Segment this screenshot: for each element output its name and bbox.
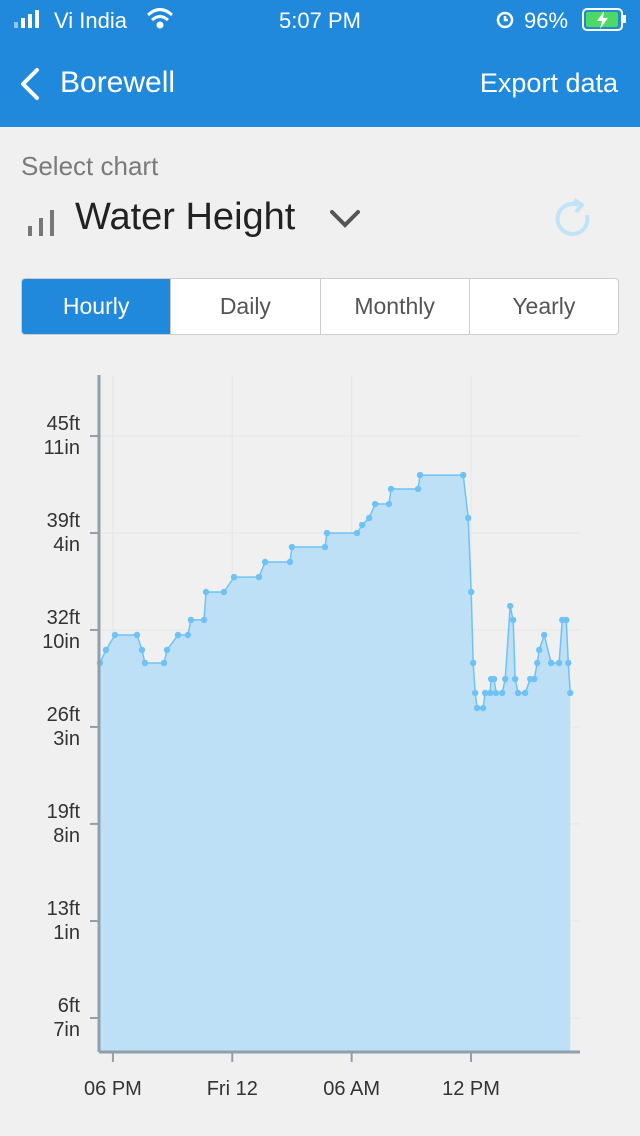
data-point [160, 659, 168, 667]
data-point [473, 704, 481, 712]
data-point [540, 631, 548, 639]
data-point [323, 529, 331, 537]
data-point [555, 659, 563, 667]
data-point [499, 689, 506, 697]
data-point [471, 689, 479, 697]
data-point [202, 588, 210, 596]
data-point [514, 689, 522, 697]
chart-select-icons [28, 198, 590, 236]
y-tick-label: 19ft 8in [46, 800, 80, 847]
data-point [486, 689, 494, 697]
battery-level: 96% [524, 8, 569, 33]
data-point [255, 573, 263, 581]
refresh-icon[interactable] [555, 198, 590, 236]
data-point [96, 659, 104, 667]
data-point [506, 602, 514, 610]
alarm-icon [496, 11, 514, 29]
top-bar: Vi India 5:07 PM 96% Borewell Export dat… [0, 0, 640, 127]
data-point [467, 588, 475, 596]
tab[interactable]: Hourly [22, 279, 171, 334]
data-point [286, 558, 294, 566]
y-tick-label: 13ft 1in [46, 898, 80, 945]
data-point [174, 631, 182, 639]
data-point [521, 689, 529, 697]
data-point [531, 675, 538, 683]
signal-icon [14, 10, 39, 28]
status-icons [14, 8, 626, 100]
y-tick-label: 32ft 10in [42, 606, 80, 653]
carrier: Vi India [54, 8, 127, 33]
data-point [353, 529, 361, 537]
data-point [492, 689, 500, 697]
data-point [414, 485, 422, 493]
data-point [230, 573, 238, 581]
wifi-icon [146, 8, 174, 29]
data-point [261, 558, 269, 566]
data-point [563, 616, 570, 624]
data-point [547, 659, 555, 667]
data-point [184, 631, 192, 639]
y-tick-label: 6ft 7in [53, 995, 81, 1041]
data-point [102, 646, 110, 654]
x-tick-label: 06 AM [323, 1078, 380, 1100]
data-point [511, 675, 519, 683]
data-point [487, 675, 495, 683]
x-tick-label: Fri 12 [206, 1078, 258, 1100]
data-point [490, 675, 498, 683]
tab[interactable]: Yearly [468, 279, 618, 334]
data-point [141, 659, 149, 667]
back-icon[interactable] [21, 68, 39, 100]
tab-bar: Hourly Daily Monthly Yearly [21, 278, 619, 335]
data-point [565, 659, 572, 667]
export-button[interactable]: Export data [479, 68, 618, 98]
y-tick-label: 39ft 4in [46, 510, 80, 557]
data-point [358, 521, 366, 529]
data-point [133, 631, 141, 639]
data-point [509, 616, 517, 624]
data-point [416, 471, 424, 479]
data-point [163, 646, 171, 654]
data-point [288, 543, 296, 551]
data-point [534, 659, 541, 667]
x-tick-label: 12 PM [442, 1078, 500, 1100]
data-point [536, 646, 543, 654]
chart-icon [28, 210, 54, 236]
y-tick-label: 45ft 11in [43, 413, 80, 460]
x-tick-label: 06 PM [84, 1078, 142, 1100]
area-fill [99, 475, 571, 1052]
data-point [200, 616, 208, 624]
y-tick-label: 26ft 3in [46, 703, 80, 750]
page-title: Borewell [60, 66, 176, 99]
tab[interactable]: Monthly [319, 279, 469, 334]
data-point [567, 689, 574, 697]
data-point [479, 704, 487, 712]
area-line [99, 474, 572, 709]
data-point [460, 471, 467, 479]
data-point [371, 500, 379, 508]
data-point [527, 675, 534, 683]
data-point [502, 675, 509, 683]
data-point [465, 514, 472, 522]
data-point [387, 485, 395, 493]
data-point [481, 689, 489, 697]
data-point [111, 631, 119, 639]
data-point [559, 616, 566, 624]
dropdown-icon[interactable] [330, 210, 360, 228]
data-point [138, 646, 146, 654]
data-point [365, 514, 373, 522]
select-label: Select chart [21, 151, 159, 181]
data-point [385, 500, 393, 508]
selected-chart[interactable]: Water Height [75, 196, 296, 238]
clock: 5:07 PM [279, 8, 361, 33]
data-point [187, 616, 195, 624]
tab[interactable]: Daily [170, 279, 319, 334]
data-point [220, 588, 228, 596]
battery-icon [582, 8, 626, 31]
data-point [321, 543, 329, 551]
data-point [469, 659, 477, 667]
